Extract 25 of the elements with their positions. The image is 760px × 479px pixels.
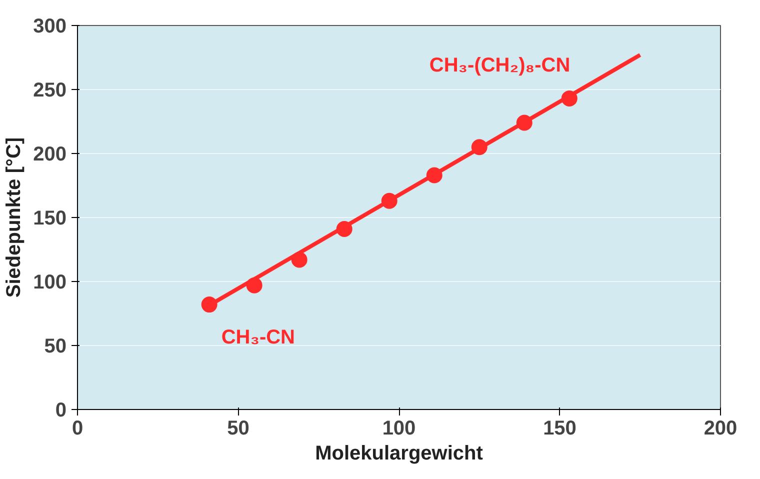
y-tick-label: 150 [33, 208, 67, 230]
y-tick-label: 0 [55, 400, 66, 422]
y-tick-label: 200 [33, 144, 67, 166]
point [426, 167, 442, 184]
point [201, 296, 218, 313]
annotation: CH₃-(CH₂)₈-CN [429, 54, 570, 76]
x-axis-title: Molekulargewicht [315, 442, 484, 464]
x-tick-label: 50 [227, 418, 250, 440]
point [246, 277, 262, 294]
y-tick-label: 250 [33, 80, 67, 102]
point [291, 252, 308, 268]
point [516, 114, 532, 131]
point [471, 139, 488, 156]
x-tick-label: 200 [704, 418, 738, 440]
y-axis-title: Siedepunkte [°C] [3, 137, 26, 298]
y-tick-label: 50 [44, 336, 67, 358]
x-tick-label: 0 [72, 418, 84, 440]
y-tick-label: 300 [33, 16, 67, 38]
x-tick-label: 150 [543, 418, 576, 440]
annotation: CH₃-CN [221, 326, 296, 349]
point [561, 90, 578, 106]
point [381, 192, 398, 209]
y-tick-label: 100 [33, 272, 67, 294]
point [336, 221, 352, 238]
x-tick-label: 100 [382, 418, 416, 440]
